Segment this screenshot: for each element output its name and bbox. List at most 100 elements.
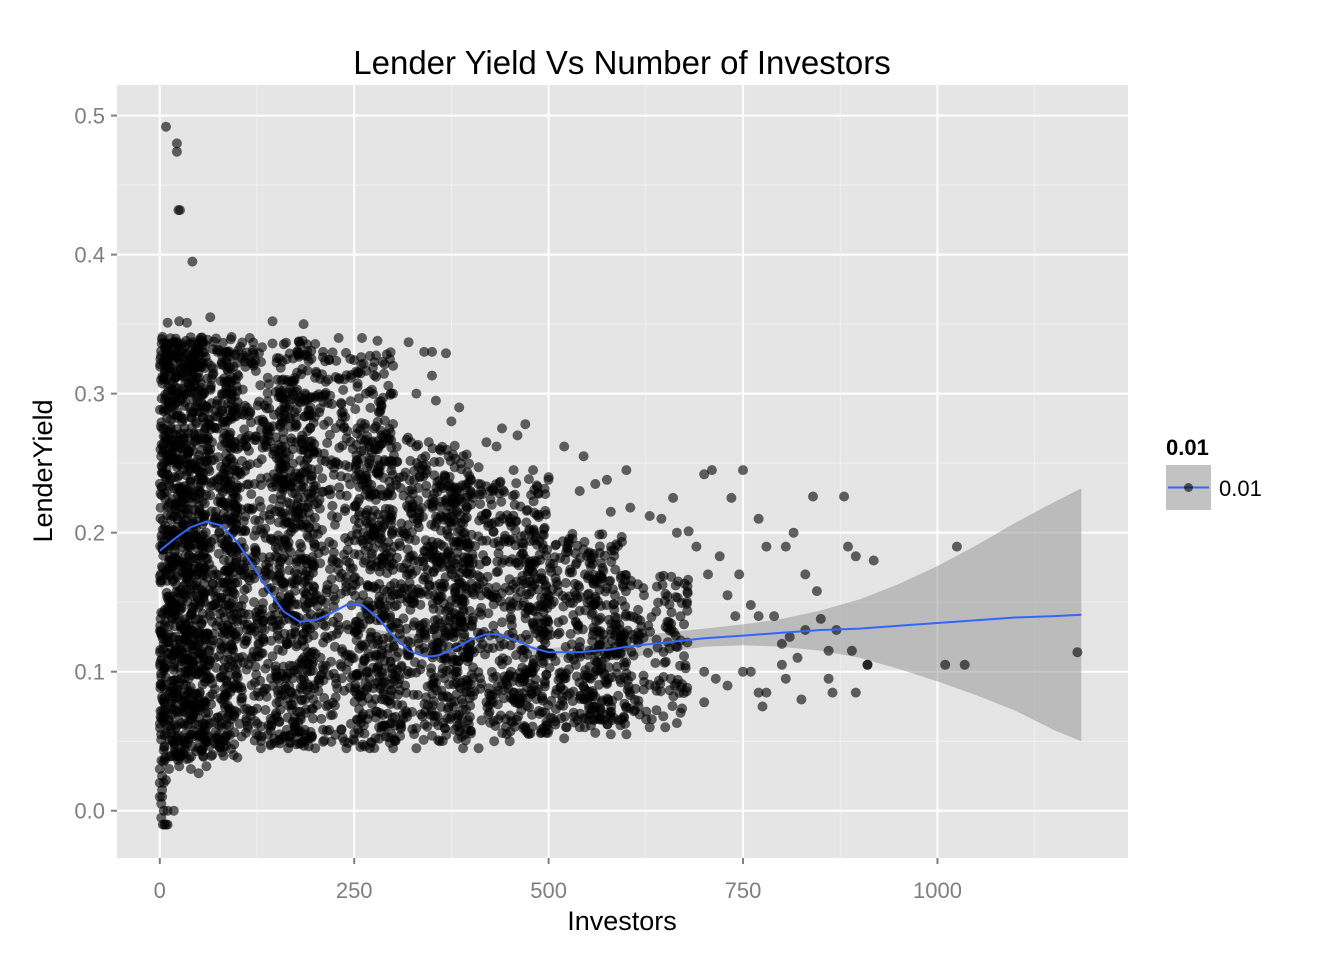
data-point — [596, 558, 607, 569]
data-point — [221, 346, 232, 357]
data-point — [246, 653, 257, 664]
data-point — [329, 641, 340, 652]
data-point — [745, 600, 756, 610]
data-point — [237, 384, 248, 395]
data-point — [491, 671, 502, 682]
data-point — [395, 482, 406, 493]
data-point — [199, 426, 210, 437]
data-point — [211, 333, 222, 344]
data-point — [160, 395, 170, 405]
data-point — [160, 616, 171, 627]
data-point — [402, 708, 412, 719]
data-point — [340, 503, 351, 514]
data-point — [632, 614, 643, 624]
data-point — [273, 392, 284, 403]
data-point — [182, 387, 193, 398]
data-point — [605, 506, 616, 517]
data-point — [165, 704, 176, 715]
data-point — [699, 469, 710, 480]
data-point — [508, 687, 519, 698]
data-point — [212, 346, 223, 357]
data-point — [608, 584, 618, 595]
data-point — [536, 601, 547, 612]
data-point — [249, 434, 260, 445]
data-point — [446, 651, 457, 662]
data-point — [416, 709, 426, 720]
data-point — [327, 347, 338, 358]
data-point — [562, 542, 573, 553]
data-point — [414, 507, 425, 518]
data-point — [198, 387, 209, 398]
data-point — [651, 606, 662, 617]
data-point — [439, 673, 450, 684]
data-point — [267, 651, 278, 662]
data-point — [310, 648, 321, 659]
data-point — [307, 665, 318, 676]
data-point — [524, 702, 535, 713]
data-point — [239, 639, 250, 650]
data-point — [360, 388, 371, 399]
data-point — [317, 369, 327, 380]
data-point — [605, 710, 616, 721]
data-point — [572, 540, 583, 551]
data-point — [641, 706, 652, 717]
data-point — [582, 597, 593, 608]
data-point — [451, 710, 462, 720]
data-point — [163, 637, 174, 648]
data-point — [446, 569, 457, 580]
data-point — [451, 689, 462, 700]
data-point — [523, 474, 534, 485]
data-point — [444, 559, 455, 570]
data-point — [161, 720, 172, 731]
data-point — [722, 680, 733, 691]
data-point — [378, 392, 389, 403]
data-point — [301, 566, 312, 577]
data-point — [465, 475, 476, 486]
data-point — [233, 465, 244, 476]
data-point — [621, 729, 632, 740]
data-point — [265, 611, 276, 621]
data-point — [194, 505, 205, 516]
data-point — [734, 569, 745, 580]
data-point — [827, 687, 838, 698]
data-point — [1072, 647, 1083, 658]
data-point — [478, 514, 489, 525]
data-point — [341, 743, 352, 754]
data-point — [213, 452, 224, 463]
data-point — [233, 345, 243, 356]
data-point — [436, 479, 447, 490]
data-point — [571, 618, 582, 629]
data-point — [550, 540, 561, 551]
data-point — [369, 505, 380, 516]
data-point — [456, 616, 467, 627]
data-point — [441, 495, 451, 506]
data-point — [171, 341, 182, 352]
data-point — [281, 684, 291, 694]
data-point — [166, 473, 177, 484]
data-point — [343, 656, 354, 667]
data-point — [639, 590, 649, 601]
data-point — [338, 385, 349, 395]
data-point — [448, 679, 459, 690]
data-point — [285, 465, 296, 476]
data-point — [232, 577, 243, 588]
data-point — [354, 727, 365, 738]
data-point — [318, 664, 329, 675]
data-point — [378, 432, 389, 443]
data-point — [361, 508, 372, 518]
data-point — [349, 501, 360, 512]
data-point — [418, 556, 429, 567]
data-point — [196, 618, 207, 629]
data-point — [164, 539, 175, 550]
data-point — [675, 611, 686, 622]
data-point — [462, 491, 473, 502]
data-point — [185, 476, 196, 487]
smooth-line — [159, 520, 1082, 658]
data-point — [398, 563, 409, 574]
data-point — [605, 729, 616, 740]
data-point — [761, 541, 772, 552]
data-point — [539, 678, 550, 689]
data-point — [286, 436, 297, 447]
data-point — [163, 607, 174, 618]
data-point — [800, 625, 811, 635]
